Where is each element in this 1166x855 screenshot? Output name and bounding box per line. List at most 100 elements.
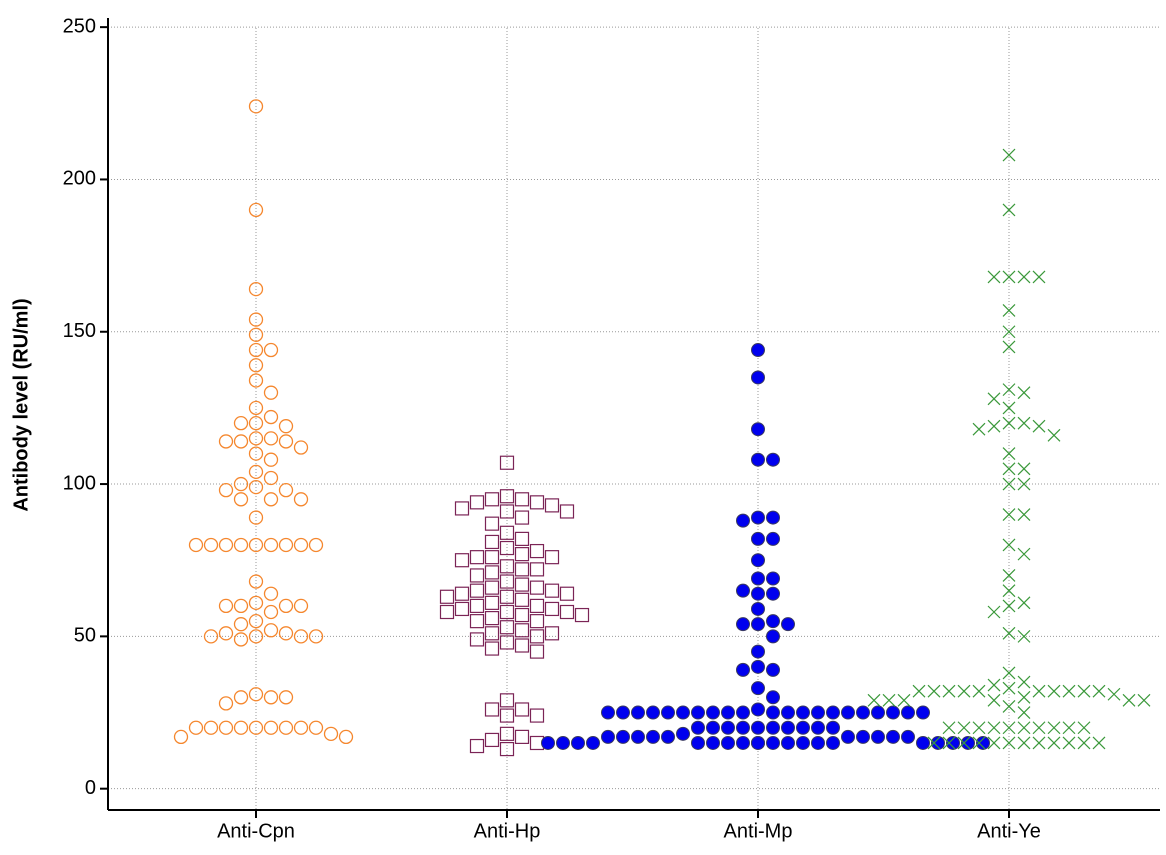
point — [586, 735, 600, 750]
point — [308, 720, 324, 735]
point — [957, 736, 971, 750]
point — [1002, 304, 1016, 317]
point — [706, 735, 720, 750]
point — [544, 550, 560, 565]
point — [218, 537, 234, 553]
y-axis-label: Antibody level (RU/ml) — [10, 298, 32, 511]
point — [559, 586, 575, 601]
point — [233, 617, 249, 632]
x-tick-label: Anti-Hp — [474, 820, 541, 842]
point — [796, 735, 810, 750]
point — [499, 741, 515, 757]
point — [721, 720, 735, 735]
point — [263, 470, 279, 486]
point — [706, 720, 720, 735]
point — [751, 531, 765, 546]
point — [781, 735, 795, 750]
point — [751, 343, 765, 358]
point — [278, 483, 294, 498]
point — [1002, 383, 1016, 397]
point — [1092, 736, 1106, 750]
point — [1137, 693, 1151, 707]
point — [499, 693, 515, 708]
point — [233, 598, 249, 614]
point — [278, 598, 294, 614]
point — [218, 696, 234, 711]
point — [1002, 477, 1016, 491]
point — [499, 489, 515, 504]
point — [811, 705, 825, 720]
point — [1032, 419, 1046, 433]
point — [1032, 684, 1046, 698]
point — [972, 422, 986, 436]
point — [218, 720, 234, 735]
point — [188, 537, 204, 553]
point — [514, 729, 530, 744]
point — [469, 598, 485, 614]
point — [248, 358, 264, 373]
point — [499, 504, 515, 519]
point — [676, 705, 690, 720]
point — [601, 729, 615, 744]
point — [751, 681, 765, 696]
point — [469, 495, 485, 510]
point — [766, 662, 780, 677]
point — [901, 729, 915, 744]
point — [1002, 462, 1016, 476]
point — [529, 562, 545, 577]
point — [218, 483, 234, 498]
point — [469, 583, 485, 598]
point — [248, 629, 264, 644]
x-tick-label: Anti-Cpn — [217, 820, 295, 842]
point — [867, 693, 881, 707]
point — [736, 735, 750, 750]
point — [439, 604, 455, 620]
point — [972, 721, 986, 735]
point — [736, 583, 750, 598]
point — [293, 492, 309, 507]
point — [751, 370, 765, 385]
point — [751, 553, 765, 568]
point — [1017, 270, 1031, 284]
point — [1002, 626, 1016, 640]
point — [886, 729, 900, 744]
point — [484, 702, 500, 717]
point — [484, 534, 500, 550]
point — [469, 632, 485, 647]
point — [484, 641, 500, 656]
point — [484, 732, 500, 748]
point — [751, 452, 765, 467]
point — [751, 644, 765, 659]
point — [556, 735, 570, 750]
point — [751, 601, 765, 616]
point — [574, 607, 590, 623]
point — [499, 620, 515, 635]
point — [544, 583, 560, 598]
y-tick-label: 100 — [63, 472, 96, 494]
point — [484, 580, 500, 595]
point — [841, 729, 855, 744]
point — [826, 720, 840, 735]
point — [559, 604, 575, 620]
point — [263, 409, 279, 425]
point — [529, 580, 545, 595]
point — [469, 568, 485, 583]
point — [248, 574, 264, 589]
point — [1002, 538, 1016, 552]
point — [571, 735, 585, 750]
point — [499, 525, 515, 540]
point — [233, 492, 249, 507]
point — [439, 589, 455, 604]
point — [942, 684, 956, 698]
point — [1032, 721, 1046, 735]
point — [796, 705, 810, 720]
point — [1077, 721, 1091, 735]
point — [987, 693, 1001, 707]
point — [646, 729, 660, 744]
point — [514, 562, 530, 577]
point — [233, 690, 249, 705]
point — [293, 440, 309, 455]
point — [263, 452, 279, 467]
point — [766, 735, 780, 750]
